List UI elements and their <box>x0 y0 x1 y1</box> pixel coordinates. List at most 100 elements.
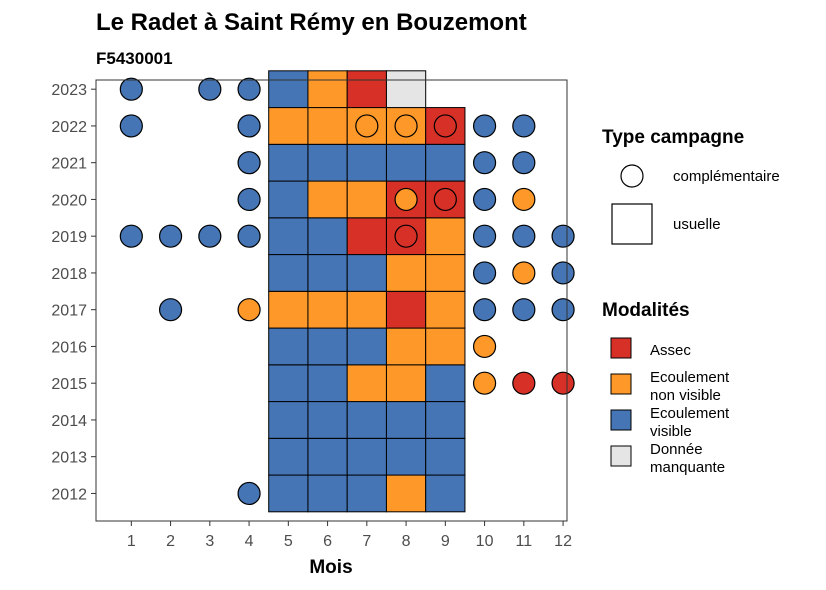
y-tick-label: 2013 <box>51 450 87 467</box>
cell-2023-5 <box>268 70 309 109</box>
complementaire-points <box>119 77 575 506</box>
legend-label-non_visible: Ecoulement non visible <box>650 369 730 404</box>
y-tick-label: 2014 <box>51 413 87 430</box>
legend-swatch-visible <box>610 409 632 431</box>
cell-2017-6 <box>307 290 348 329</box>
point-2019-8 <box>394 224 418 248</box>
legend-label-line: manquante <box>650 459 725 476</box>
cell-2022-5 <box>268 107 309 145</box>
cell-2014-6 <box>307 401 348 439</box>
point-2022-4 <box>237 114 261 138</box>
x-tick-label: 11 <box>516 533 533 550</box>
legend-label-line: visible <box>650 423 692 440</box>
point-2020-8 <box>394 187 418 212</box>
point-2021-4 <box>237 151 261 175</box>
cell-2020-7 <box>346 180 387 219</box>
cell-2013-6 <box>307 437 348 476</box>
cell-2018-8 <box>385 254 427 292</box>
point-2017-4 <box>237 298 261 322</box>
point-2019-3 <box>198 224 222 248</box>
cell-2015-5 <box>268 364 309 403</box>
legend-type-campagne: Type campagne complémentaire usuelle <box>602 127 780 245</box>
cell-2023-8 <box>385 70 427 109</box>
legend-square-icon <box>611 203 653 245</box>
cell-2019-7 <box>346 217 387 256</box>
point-2017-11 <box>512 298 536 322</box>
x-tick-label: 9 <box>441 533 450 550</box>
x-tick-label: 4 <box>245 533 254 550</box>
cell-2012-6 <box>307 474 348 513</box>
legend-circle-icon <box>620 164 644 188</box>
point-2018-12 <box>551 261 575 285</box>
legend-type-title: Type campagne <box>602 127 744 148</box>
cell-2014-9 <box>425 401 466 439</box>
point-2018-10 <box>472 261 497 285</box>
cell-2019-9 <box>425 217 466 256</box>
chart-title: Le Radet à Saint Rémy en Bouzemont <box>96 9 527 36</box>
point-2018-11 <box>512 261 536 285</box>
point-2015-12 <box>551 371 575 395</box>
cell-2013-5 <box>268 437 309 476</box>
cell-2018-6 <box>307 254 348 292</box>
point-2022-7 <box>355 114 379 138</box>
y-tick-label: 2018 <box>51 266 87 283</box>
cell-2016-6 <box>307 327 348 366</box>
point-2019-10 <box>472 224 497 248</box>
x-tick-label: 8 <box>402 533 411 550</box>
x-tick-label: 2 <box>166 533 175 550</box>
cell-2014-8 <box>385 401 427 439</box>
cell-2016-8 <box>385 327 427 366</box>
cell-2019-5 <box>268 217 309 256</box>
y-tick-label: 2012 <box>51 486 87 503</box>
x-tick-label: 1 <box>127 533 136 550</box>
point-2019-12 <box>551 224 575 248</box>
plot-border <box>95 79 568 522</box>
cell-2013-8 <box>385 437 427 476</box>
cell-2019-6 <box>307 217 348 256</box>
y-tick-label: 2022 <box>51 119 87 136</box>
x-tick-label: 12 <box>554 533 572 550</box>
legend-label-line: Ecoulement <box>650 369 730 386</box>
cell-2014-5 <box>268 401 309 439</box>
legend-label-assec: Assec <box>650 342 691 359</box>
cell-2015-7 <box>346 364 387 403</box>
point-2019-4 <box>237 224 261 248</box>
cell-2016-9 <box>425 327 466 366</box>
legend-swatch-assec <box>610 337 632 359</box>
point-2022-8 <box>394 114 418 138</box>
point-2020-4 <box>237 187 261 212</box>
legend-label-line: Assec <box>650 342 691 359</box>
cell-2021-7 <box>346 143 387 182</box>
cell-2018-7 <box>346 254 387 292</box>
y-tick-label: 2016 <box>51 339 87 356</box>
point-2022-1 <box>119 114 143 138</box>
cell-2012-9 <box>425 474 466 513</box>
cell-2020-5 <box>268 180 309 219</box>
legend-label-missing: Donnée manquante <box>650 441 725 476</box>
y-tick-label: 2023 <box>51 82 87 99</box>
cell-2020-6 <box>307 180 348 219</box>
legend-type-label-complementaire: complémentaire <box>673 168 780 185</box>
cell-2016-5 <box>268 327 309 366</box>
point-2017-2 <box>158 298 183 322</box>
cell-2021-9 <box>425 143 466 182</box>
cell-2021-8 <box>385 143 427 182</box>
cell-2018-5 <box>268 254 309 292</box>
cell-2015-8 <box>385 364 427 403</box>
point-2023-1 <box>119 77 143 101</box>
cell-2023-6 <box>307 70 348 109</box>
x-tick-label: 10 <box>476 533 494 550</box>
legend-label-line: Ecoulement <box>650 405 730 422</box>
cell-2017-7 <box>346 290 387 329</box>
cell-2017-9 <box>425 290 466 329</box>
legend-label-visible: Ecoulement visible <box>650 405 730 440</box>
cell-2015-6 <box>307 364 348 403</box>
chart-subtitle: F5430001 <box>96 49 173 68</box>
point-2022-10 <box>472 114 497 138</box>
y-tick-label: 2020 <box>51 192 87 209</box>
x-tick-label: 6 <box>323 533 332 550</box>
cell-2022-6 <box>307 107 348 145</box>
usuelle-cells <box>268 70 466 513</box>
legend-modalites: Modalités Assec Ecoulement non visibleEcou… <box>602 300 730 476</box>
